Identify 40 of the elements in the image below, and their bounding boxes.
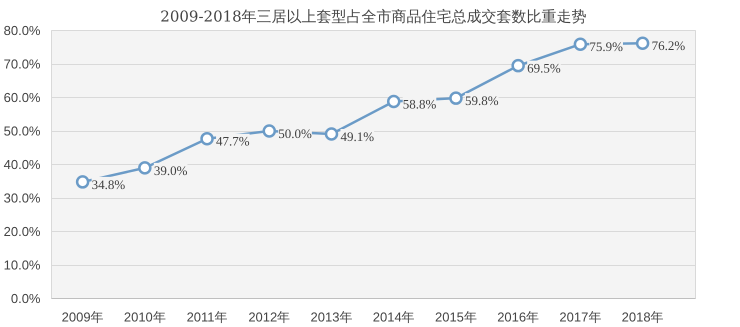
x-tick-label: 2011年: [186, 310, 228, 324]
text: 39.0%: [154, 162, 188, 178]
point: [138, 161, 152, 175]
x-tick-label: 2014年: [372, 310, 415, 324]
x-tick-label: 2013年: [310, 310, 352, 324]
x-tick-label: 2010年: [124, 310, 166, 324]
chart-title: 2009-2018年三居以上套型占全市商品住宅总成交套数比重走势: [160, 8, 587, 26]
point: [200, 132, 214, 146]
point: [76, 175, 90, 189]
y-tick-label: 20.0%: [4, 224, 41, 239]
x-tick-label: 2016年: [497, 310, 540, 324]
y-tick-label: 50.0%: [4, 124, 41, 138]
x-tick-label: 2012年: [248, 310, 290, 324]
text: 75.9%: [589, 39, 623, 54]
text: 50.0%: [278, 126, 312, 141]
y-tick-label: 70.0%: [4, 56, 41, 72]
text: 59.8%: [464, 93, 499, 108]
point: [511, 58, 525, 72]
text: 34.8%: [92, 176, 126, 192]
point: [574, 37, 588, 51]
x-tick-label: 2009年: [62, 310, 104, 324]
point: [386, 94, 400, 108]
point: [449, 91, 463, 105]
point: [636, 36, 650, 50]
y-tick-label: 40.0%: [4, 157, 41, 172]
point: [262, 124, 276, 138]
text: 76.2%: [652, 38, 686, 54]
text: 69.5%: [527, 60, 561, 76]
x-tick-label: 2015年: [434, 310, 477, 324]
y-tick-label: 30.0%: [4, 190, 41, 206]
text: 58.8%: [402, 96, 436, 112]
y-tick-label: 10.0%: [4, 258, 41, 272]
y-tick-label: 60.0%: [4, 90, 41, 105]
y-tick-label: 0.0%: [10, 291, 41, 306]
text: 47.7%: [216, 134, 250, 149]
x-tick-label: 2018年: [622, 310, 664, 324]
x-tick-label: 2017年: [559, 310, 602, 324]
text: 49.1%: [340, 129, 374, 144]
point: [324, 127, 338, 141]
y-tick-label: 80.0%: [4, 23, 41, 38]
